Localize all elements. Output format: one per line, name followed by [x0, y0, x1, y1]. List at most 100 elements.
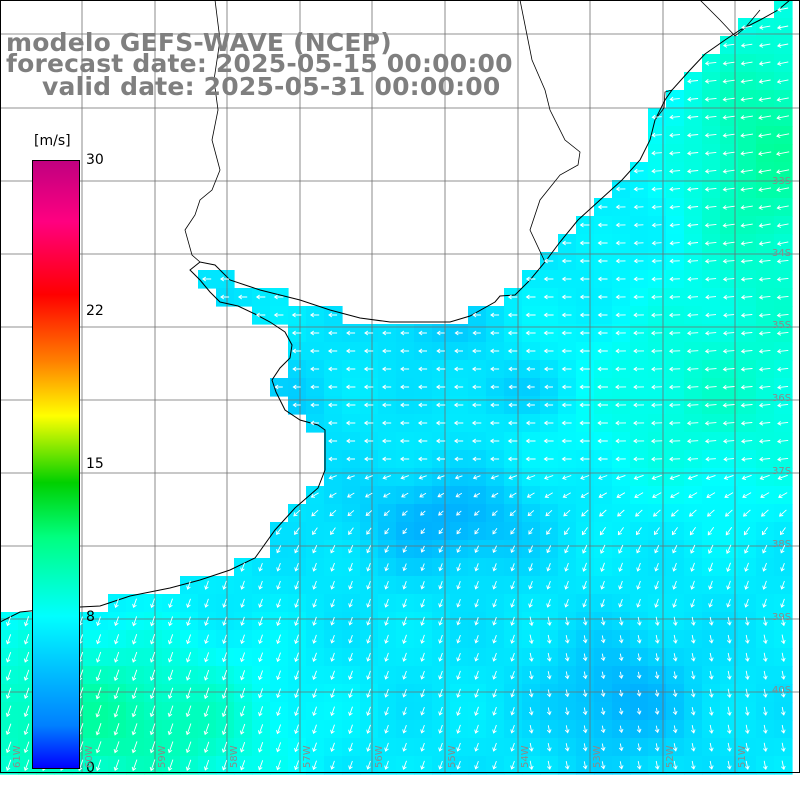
colorbar-tick-15: 15: [86, 456, 104, 472]
wind-arrow: [740, 223, 753, 228]
wind-arrow: [564, 725, 570, 734]
wind-arrow: [633, 384, 645, 390]
wind-arrow: [456, 724, 461, 734]
wind-arrow: [704, 384, 717, 390]
wind-arrow: [240, 634, 245, 645]
wind-arrow: [758, 438, 771, 444]
wind-arrow: [562, 492, 571, 498]
wind-arrow: [722, 438, 735, 444]
wind-arrow: [330, 742, 335, 752]
wind-arrow: [384, 634, 389, 644]
wind-arrow: [599, 509, 607, 517]
lon-label: 57W: [302, 745, 313, 768]
wind-arrow: [276, 688, 281, 699]
wind-arrow: [704, 420, 717, 426]
wind-arrow: [274, 384, 283, 390]
wind-arrow: [741, 25, 753, 30]
wind-arrow: [740, 276, 753, 282]
wind-arrow: [668, 438, 681, 444]
wind-arrow: [310, 492, 319, 498]
wind-arrow: [762, 724, 768, 734]
wind-arrow: [312, 760, 317, 771]
wind-arrow: [757, 151, 772, 156]
wind-arrow: [348, 652, 353, 662]
wind-arrow: [580, 475, 590, 480]
wind-arrow: [564, 635, 570, 644]
wind-arrow: [672, 634, 678, 644]
wind-arrow: [474, 580, 479, 590]
wind-arrow: [258, 760, 264, 771]
wind-arrow: [704, 168, 717, 174]
wind-arrow: [669, 456, 681, 462]
wind-arrow: [780, 670, 786, 680]
wind-arrow: [255, 312, 266, 318]
wind-arrow: [561, 402, 572, 408]
lon-label: 61W: [12, 745, 23, 768]
wind-arrow: [726, 616, 732, 626]
wind-arrow: [291, 348, 302, 354]
wind-arrow: [669, 276, 680, 282]
wind-arrow: [113, 741, 120, 754]
wind-arrow: [185, 652, 192, 663]
wind-arrow: [471, 420, 482, 426]
wind-arrow: [438, 616, 443, 626]
wind-arrow: [330, 598, 335, 608]
wind-arrow: [761, 527, 768, 536]
wind-arrow: [651, 402, 663, 408]
wind-arrow: [564, 743, 570, 752]
wind-arrow: [472, 456, 481, 462]
wind-arrow: [759, 474, 770, 481]
wind-arrow: [722, 169, 735, 174]
wind-arrow: [402, 545, 407, 553]
wind-arrow: [96, 634, 102, 645]
wind-arrow: [669, 132, 681, 138]
wind-arrow: [438, 652, 443, 662]
wind-arrow: [722, 151, 735, 156]
wind-arrow: [312, 580, 317, 590]
wind-arrow: [690, 580, 695, 590]
wind-arrow: [402, 528, 408, 535]
wind-arrow: [507, 348, 518, 354]
wind-arrow: [420, 742, 425, 752]
wind-arrow: [777, 7, 789, 12]
wind-arrow: [348, 562, 353, 572]
wind-arrow: [654, 760, 660, 770]
wind-arrow: [346, 456, 355, 462]
wind-arrow: [672, 707, 678, 716]
wind-arrow: [543, 312, 554, 318]
wind-arrow: [579, 438, 590, 444]
wind-arrow: [708, 635, 714, 644]
wind-arrow: [525, 420, 536, 426]
wind-arrow: [348, 580, 353, 590]
wind-arrow: [762, 634, 768, 645]
wind-arrow: [438, 563, 443, 572]
wind-arrow: [618, 653, 624, 662]
wind-arrow: [312, 598, 317, 608]
wind-arrow: [776, 330, 789, 336]
wind-arrow: [418, 402, 428, 408]
wind-arrow: [383, 510, 390, 516]
wind-arrow: [489, 420, 500, 426]
wind-arrow: [402, 581, 407, 590]
wind-arrow: [222, 652, 228, 663]
wind-arrow: [294, 598, 299, 608]
wind-arrow: [543, 258, 554, 264]
wind-arrow: [618, 598, 623, 608]
wind-arrow: [472, 330, 481, 336]
wind-arrow: [615, 456, 626, 462]
wind-arrow: [418, 384, 428, 390]
wind-arrow: [758, 384, 771, 390]
wind-arrow: [546, 707, 552, 716]
wind-arrow: [417, 420, 428, 426]
wind-arrow: [456, 581, 461, 590]
wind-arrow: [564, 545, 570, 554]
wind-arrow: [436, 475, 445, 480]
colorbar-tick-30: 30: [86, 152, 104, 168]
wind-arrow: [5, 634, 12, 645]
wind-arrow: [490, 402, 499, 408]
wind-arrow: [546, 580, 551, 590]
wind-arrow: [615, 384, 627, 390]
wind-arrow: [366, 545, 372, 554]
wind-arrow: [420, 616, 425, 626]
wind-arrow: [239, 741, 246, 753]
